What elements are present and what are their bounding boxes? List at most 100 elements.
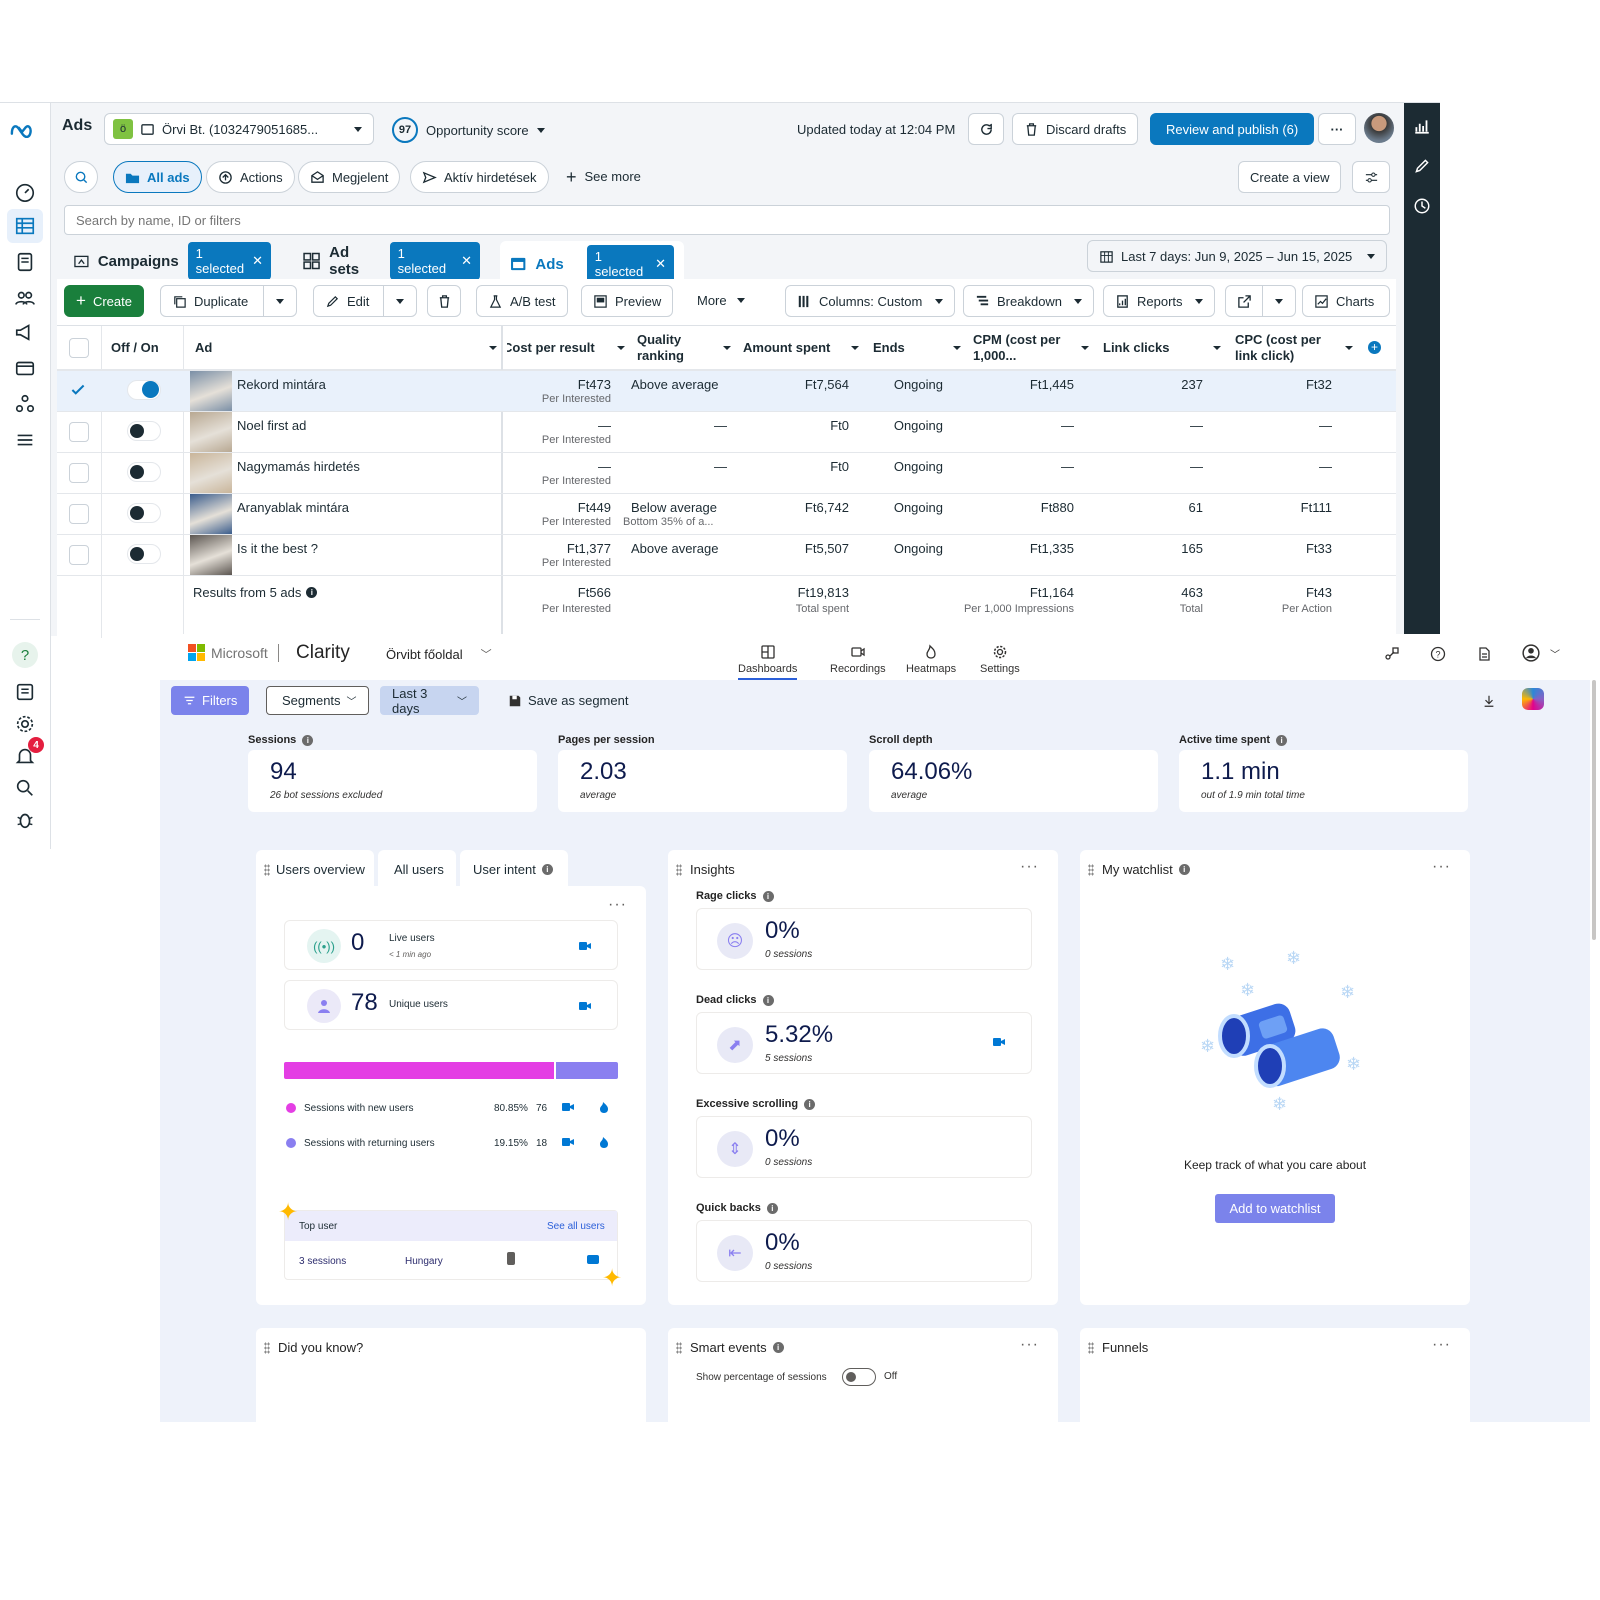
create-view-button[interactable]: Create a view [1238,161,1342,193]
ads-table-icon[interactable] [7,209,43,243]
scrollbar[interactable] [1592,680,1596,940]
save-segment-button[interactable]: Save as segment [496,686,640,715]
nav-recordings[interactable]: Recordings [830,644,886,675]
settings-gear-icon[interactable] [12,711,38,737]
more-options-icon[interactable]: ··· [1020,858,1039,875]
info-icon[interactable]: i [1178,864,1190,875]
metric-card[interactable]: 2.03 average [558,750,847,812]
ad-thumbnail[interactable] [190,535,232,575]
duplicate-button[interactable]: Duplicate [160,285,264,317]
recording-video-icon[interactable] [579,1001,591,1011]
account-menu[interactable]: ﹀ [1522,644,1560,662]
row-checkbox[interactable] [69,504,89,524]
col-cpc[interactable]: CPC (cost per link click) [1235,326,1353,370]
ad-name[interactable]: Is it the best ? [237,541,318,556]
add-to-watchlist-button[interactable]: Add to watchlist [1215,1194,1335,1223]
ab-test-button[interactable]: A/B test [476,285,568,317]
filters-button[interactable]: Filters [171,686,250,715]
columns-dropdown[interactable]: Columns: Custom [785,285,955,317]
info-icon[interactable]: i [306,587,318,598]
dashboard-icon[interactable] [12,179,38,205]
filter-published[interactable]: Megjelent [298,161,401,193]
row-checkbox[interactable] [69,463,89,483]
close-icon[interactable]: ✕ [655,256,666,271]
menu-icon[interactable] [12,427,38,453]
table-row[interactable]: Is it the best ? Ft1,377 Per Interested Abo… [57,534,1396,575]
see-more-filters[interactable]: + See more [566,168,641,186]
microsoft-logo[interactable]: Microsoft [188,644,268,661]
col-link-clicks[interactable]: Link clicks [1103,326,1221,370]
view-settings-button[interactable] [1352,161,1390,193]
more-options-button[interactable]: ··· [1318,113,1356,145]
metric-card[interactable]: 94 26 bot sessions excluded [248,750,537,812]
more-options-icon[interactable]: ··· [608,896,627,913]
table-row[interactable]: Rekord mintára Ft473 Per Interested Above a… [57,370,1396,411]
more-options-icon[interactable]: ··· [1432,858,1451,875]
refresh-button[interactable] [968,113,1004,145]
review-publish-button[interactable]: Review and publish (6) [1150,113,1315,145]
business-network-icon[interactable] [12,391,38,417]
recording-video-icon[interactable] [562,1137,574,1147]
metric-card[interactable]: 1.1 min out of 1.9 min total time [1179,750,1468,812]
notifications-bell-icon[interactable]: 4 [12,737,44,769]
bug-report-icon[interactable] [12,807,38,833]
insight-card[interactable]: ⬈ 5.32% 5 sessions [696,1012,1032,1074]
edit-button[interactable]: Edit [313,285,384,317]
see-all-users-link[interactable]: See all users [547,1221,605,1232]
info-icon[interactable]: i [766,1202,778,1214]
table-row[interactable]: Noel first ad — Per Interested — Ft0 Ongoing —… [57,411,1396,452]
nav-dashboards[interactable]: Dashboards [738,644,798,680]
col-amount-spent[interactable]: Amount spent [743,326,859,370]
nav-settings[interactable]: Settings [980,644,1020,675]
tab-all-users[interactable]: All users [378,850,456,886]
select-all-checkbox[interactable] [69,338,89,358]
ad-thumbnail[interactable] [190,453,232,493]
help-icon[interactable]: ? [12,642,38,668]
drag-handle-icon[interactable] [1088,1342,1094,1354]
share-icon[interactable] [1384,646,1400,662]
ad-thumbnail[interactable] [190,412,232,452]
ads-selected-chip[interactable]: 1 selected ✕ [586,245,674,283]
nav-heatmaps[interactable]: Heatmaps [906,644,956,675]
info-icon[interactable]: i [772,1342,784,1353]
delivery-toggle[interactable] [127,380,161,400]
drag-handle-icon[interactable] [676,864,682,876]
ad-name[interactable]: Rekord mintára [237,377,326,392]
info-icon[interactable]: i [762,994,774,1006]
close-icon[interactable]: ✕ [252,253,263,268]
download-icon[interactable] [1482,694,1496,708]
info-icon[interactable]: i [541,864,553,875]
insight-card[interactable]: ⇤ 0% 0 sessions [696,1220,1032,1282]
heatmap-flame-icon[interactable] [598,1136,610,1149]
preview-button[interactable]: Preview [581,285,674,317]
info-icon[interactable]: i [804,1098,816,1110]
breakdown-dropdown[interactable]: Breakdown [963,285,1094,317]
tab-user-intent[interactable]: User intent i [460,850,568,886]
reports-dropdown[interactable]: Reports [1103,285,1215,317]
search-input[interactable] [64,205,1390,235]
ad-name[interactable]: Nagymamás hirdetés [237,459,360,474]
duplicate-dropdown[interactable] [263,285,297,317]
info-icon[interactable]: i [1276,734,1288,746]
heatmap-flame-icon[interactable] [598,1101,610,1114]
news-icon[interactable] [12,679,38,705]
delete-button[interactable] [427,285,461,317]
drag-handle-icon[interactable] [264,864,270,876]
segments-dropdown[interactable]: Segments ﹀ [266,686,369,715]
campaigns-selected-chip[interactable]: 1 selected ✕ [187,242,271,280]
drag-handle-icon[interactable] [1088,864,1094,876]
document-icon[interactable] [1476,646,1492,662]
recording-video-icon[interactable] [579,941,591,951]
account-selector[interactable]: ö Örvi Bt. (1032479051685... [104,113,374,145]
campaign-megaphone-icon[interactable] [12,319,38,345]
bar-chart-icon[interactable] [1413,117,1431,135]
edit-dropdown[interactable] [383,285,417,317]
history-clock-icon[interactable] [1413,197,1431,215]
row-checkbox[interactable] [69,381,89,401]
close-icon[interactable]: ✕ [461,253,472,268]
delivery-toggle[interactable] [127,462,161,482]
table-row[interactable]: Aranyablak mintára Ft449 Per Interested Bel… [57,493,1396,534]
ad-name[interactable]: Noel first ad [237,418,307,433]
delivery-toggle[interactable] [127,503,161,523]
col-quality-ranking[interactable]: Quality ranking [637,326,731,370]
